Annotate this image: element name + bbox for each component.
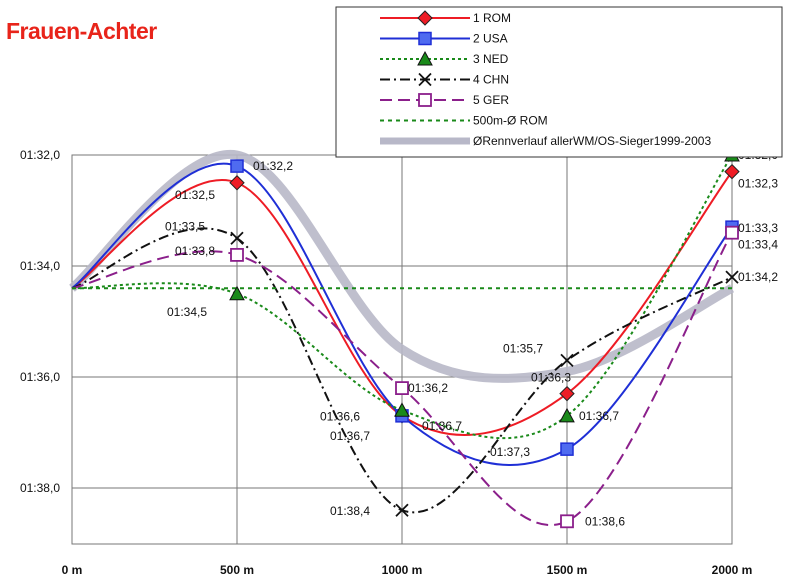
- legend-marker: [418, 31, 432, 46]
- series-line-5: [71, 232, 733, 526]
- data-label: 01:36,7: [422, 419, 462, 433]
- marker-3NED: [394, 402, 410, 417]
- data-label: 01:32,2: [253, 159, 293, 173]
- marker-4CHN: [395, 503, 409, 517]
- x-tick-label: 1500 m: [547, 563, 588, 577]
- marker-stroke: [418, 72, 432, 87]
- y-tick-label: 01:38,0: [20, 481, 60, 495]
- data-label: 01:37,3: [490, 445, 530, 459]
- marker-5GER: [230, 247, 244, 262]
- x-tick-label: 2000 m: [712, 563, 753, 577]
- x-tick-label: 500 m: [220, 563, 254, 577]
- data-label: 01:36,7: [330, 429, 370, 443]
- y-tick-label: 01:34,0: [20, 259, 60, 273]
- data-label: 01:34,5: [167, 305, 207, 319]
- data-label: 01:38,4: [330, 504, 370, 518]
- y-tick-label: 01:36,0: [20, 370, 60, 384]
- legend-entry: 4 CHN: [473, 73, 509, 87]
- data-label: 01:35,7: [503, 341, 543, 355]
- marker-3NED: [229, 285, 245, 301]
- legend: 1 ROM 2 USA 3 NED 4 CHN 5 GER 500m-Ø ROM ØRenn…: [335, 6, 783, 158]
- data-labels: 01:32,5 01:36,7 01:36,3 01:32,3 01:32,2 01:36…: [165, 148, 778, 528]
- legend-marker: [418, 72, 432, 87]
- legend-entry: 5 GER: [473, 93, 509, 107]
- legend-marker: [417, 50, 433, 66]
- legend-entry: 3 NED: [473, 52, 509, 66]
- axes: 01:32,0 01:34,0 01:36,0 01:38,0 0 m 500 m 1000…: [20, 148, 752, 577]
- marker-3NED: [559, 407, 575, 423]
- legend-entry: 2 USA: [473, 32, 508, 46]
- marker-stroke: [725, 270, 739, 284]
- marker-stroke: [395, 503, 409, 517]
- data-label: 01:33,8: [175, 244, 215, 258]
- legend-entry: 1 ROM: [473, 11, 511, 25]
- marker-stroke: [560, 353, 574, 367]
- grid-lines: [72, 155, 733, 544]
- data-label: 01:32,5: [175, 188, 215, 202]
- series-line-7: [69, 150, 735, 383]
- data-label: 01:36,6: [320, 409, 360, 423]
- marker-4CHN: [560, 353, 574, 367]
- data-label: 01:33,3: [738, 221, 778, 235]
- series-markers: [229, 146, 740, 529]
- legend-entry: ØRennverlauf allerWM/OS-Sieger1999-2003: [473, 134, 711, 148]
- marker-1ROM: [229, 175, 245, 191]
- data-label: 01:36,7: [579, 409, 619, 423]
- legend-box: [335, 6, 783, 158]
- legend-marker: [417, 10, 433, 26]
- marker-4CHN: [725, 270, 739, 284]
- marker-1ROM: [724, 163, 740, 180]
- marker-1ROM: [559, 385, 575, 402]
- series-line-3: [71, 154, 733, 440]
- data-label: 01:32,3: [738, 177, 778, 191]
- legend-entry: 500m-Ø ROM: [473, 114, 548, 128]
- x-tick-label: 0 m: [62, 563, 83, 577]
- data-label: 01:36,3: [531, 371, 571, 385]
- marker-stroke: [230, 231, 244, 245]
- y-tick-label: 01:32,0: [20, 148, 60, 162]
- marker-4CHN: [230, 231, 244, 245]
- marker-5GER: [725, 225, 739, 240]
- x-tick-label: 1000 m: [382, 563, 423, 577]
- marker-5GER: [395, 381, 409, 396]
- data-label: 01:33,5: [165, 219, 205, 233]
- marker-2USA: [560, 442, 574, 456]
- data-label: 01:33,4: [738, 238, 778, 252]
- data-label: 01:34,2: [738, 270, 778, 284]
- marker-2USA: [230, 159, 244, 173]
- chart-title: Frauen-Achter: [6, 18, 157, 44]
- data-label: 01:36,2: [408, 381, 448, 395]
- marker-5GER: [560, 514, 574, 529]
- data-label: 01:38,6: [585, 514, 625, 528]
- legend-marker: [418, 93, 432, 107]
